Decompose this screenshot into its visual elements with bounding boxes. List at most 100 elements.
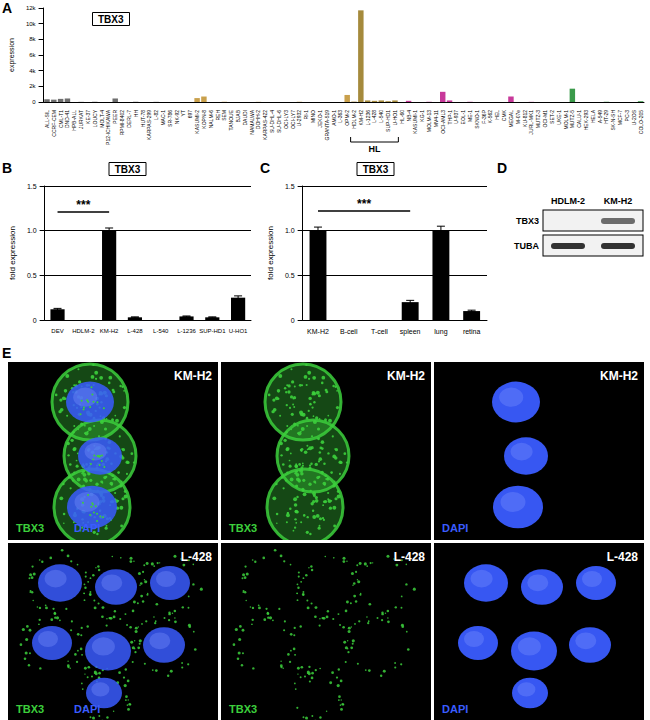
svg-text:4k: 4k <box>29 68 36 74</box>
svg-text:***: *** <box>357 197 371 211</box>
svg-text:12k: 12k <box>26 5 37 11</box>
svg-text:expression: expression <box>8 38 16 72</box>
svg-text:MINO: MINO <box>310 110 316 123</box>
svg-text:MV4-11: MV4-11 <box>433 110 439 127</box>
svg-text:L-1236: L-1236 <box>365 110 371 126</box>
svg-text:TBX3: TBX3 <box>115 164 141 175</box>
svg-text:1.5: 1.5 <box>285 183 295 190</box>
svg-text:JEKO-1: JEKO-1 <box>317 110 323 128</box>
svg-text:fold expression: fold expression <box>266 226 275 280</box>
svg-text:JURL-MK1: JURL-MK1 <box>528 110 534 135</box>
svg-text:KU-812: KU-812 <box>522 110 528 127</box>
svg-text:SU-DHL-4: SU-DHL-4 <box>269 110 275 133</box>
svg-text:DAPI: DAPI <box>74 703 100 715</box>
svg-text:U-HO1: U-HO1 <box>392 110 398 126</box>
svg-text:HL-60: HL-60 <box>399 110 405 124</box>
svg-text:MOLM-1: MOLM-1 <box>563 110 569 130</box>
svg-text:NAMALWA: NAMALWA <box>249 109 255 134</box>
svg-text:KARPAS-422: KARPAS-422 <box>262 110 268 140</box>
svg-text:MOLM-13: MOLM-13 <box>426 110 432 132</box>
svg-text:KE-37: KE-37 <box>85 110 91 124</box>
svg-text:MUTZ-3: MUTZ-3 <box>535 110 541 129</box>
svg-text:HDLM-2: HDLM-2 <box>351 110 357 129</box>
svg-text:OCI-M1: OCI-M1 <box>542 110 548 128</box>
svg-text:NB-4: NB-4 <box>406 110 412 122</box>
svg-text:RI-1: RI-1 <box>303 110 309 120</box>
svg-text:KG-1: KG-1 <box>419 110 425 122</box>
svg-text:8k: 8k <box>29 36 36 42</box>
svg-text:L-540: L-540 <box>378 110 384 123</box>
svg-text:TBX3: TBX3 <box>98 14 124 25</box>
svg-text:TBX3: TBX3 <box>229 522 257 534</box>
svg-text:0: 0 <box>291 317 295 324</box>
svg-text:697: 697 <box>187 110 193 119</box>
svg-text:SKNO-1: SKNO-1 <box>474 110 480 129</box>
svg-text:NK-92: NK-92 <box>174 110 180 124</box>
svg-text:DEV: DEV <box>51 328 63 334</box>
svg-text:L-428: L-428 <box>394 550 426 564</box>
svg-text:***: *** <box>76 198 90 212</box>
svg-text:UKE-1: UKE-1 <box>556 110 562 125</box>
svg-text:1.5: 1.5 <box>27 183 37 190</box>
svg-text:CML-T1: CML-T1 <box>58 110 64 128</box>
svg-text:ALL-SIL: ALL-SIL <box>44 110 50 128</box>
svg-text:DND-41: DND-41 <box>64 110 70 128</box>
svg-text:HELA: HELA <box>590 109 596 123</box>
svg-text:HH: HH <box>133 110 139 118</box>
svg-text:HDLM-2: HDLM-2 <box>551 196 585 206</box>
svg-text:MEGAL: MEGAL <box>508 110 514 128</box>
svg-text:DERL-7: DERL-7 <box>126 110 132 128</box>
svg-text:TBX3: TBX3 <box>16 703 44 715</box>
svg-text:TBX3: TBX3 <box>516 216 539 226</box>
svg-text:KOPN-8: KOPN-8 <box>201 110 207 129</box>
svg-text:PC-3: PC-3 <box>624 110 630 122</box>
svg-text:L-428: L-428 <box>371 110 377 123</box>
svg-text:KM-H2: KM-H2 <box>307 328 329 335</box>
svg-text:HUT-78: HUT-78 <box>140 110 146 127</box>
svg-text:LOUCY: LOUCY <box>92 109 98 127</box>
svg-text:OCI-LY3: OCI-LY3 <box>283 110 289 129</box>
svg-text:HPB-ALL: HPB-ALL <box>71 110 77 131</box>
svg-text:SET-2: SET-2 <box>549 110 555 124</box>
svg-text:KM-H2: KM-H2 <box>100 328 119 334</box>
svg-text:L-363: L-363 <box>337 110 343 123</box>
svg-text:U-HO1: U-HO1 <box>229 328 248 334</box>
svg-text:B-cell: B-cell <box>340 328 358 335</box>
svg-text:DOHH-2: DOHH-2 <box>255 110 261 129</box>
svg-text:2k: 2k <box>29 83 36 89</box>
svg-text:KM-H2: KM-H2 <box>174 369 212 383</box>
svg-text:PEER: PEER <box>112 110 118 124</box>
svg-text:L-428: L-428 <box>607 550 639 564</box>
svg-text:KM-H2: KM-H2 <box>600 369 638 383</box>
svg-text:1.0: 1.0 <box>285 227 295 234</box>
svg-text:L-82: L-82 <box>153 110 159 120</box>
svg-text:TBX3: TBX3 <box>16 522 44 534</box>
svg-text:P12-ICHIKAWA: P12-ICHIKAWA <box>105 109 111 145</box>
svg-text:K-562: K-562 <box>487 110 493 124</box>
svg-text:OCI-LY7: OCI-LY7 <box>290 110 296 129</box>
svg-text:KARPAS-299: KARPAS-299 <box>146 110 152 140</box>
svg-text:HL: HL <box>368 144 380 154</box>
svg-text:SK-N-SH: SK-N-SH <box>610 110 616 131</box>
svg-text:REH: REH <box>215 110 221 121</box>
svg-text:EOL-1: EOL-1 <box>460 110 466 125</box>
svg-text:SR-786: SR-786 <box>167 110 173 127</box>
svg-text:L-428: L-428 <box>181 550 213 564</box>
svg-text:HT-29: HT-29 <box>603 110 609 124</box>
svg-text:T-cell: T-cell <box>371 328 388 335</box>
svg-text:GRANTA-519: GRANTA-519 <box>324 110 330 141</box>
svg-text:SUP-HD1: SUP-HD1 <box>199 328 226 334</box>
svg-text:6k: 6k <box>29 52 36 58</box>
svg-text:SU-DHL-6: SU-DHL-6 <box>276 110 282 133</box>
svg-text:THP-1: THP-1 <box>447 110 453 125</box>
svg-text:1.0: 1.0 <box>27 227 37 234</box>
svg-text:RPMI-8402: RPMI-8402 <box>119 110 125 136</box>
svg-text:MUTZ-5: MUTZ-5 <box>569 110 575 129</box>
svg-text:HDLM-2: HDLM-2 <box>72 328 95 334</box>
svg-text:L-1236: L-1236 <box>177 328 196 334</box>
svg-text:SEM: SEM <box>221 110 227 121</box>
svg-text:YT: YT <box>180 110 186 116</box>
svg-text:CMK: CMK <box>501 109 507 121</box>
svg-text:L-540: L-540 <box>153 328 169 334</box>
svg-text:SUP-HD1: SUP-HD1 <box>385 110 391 132</box>
